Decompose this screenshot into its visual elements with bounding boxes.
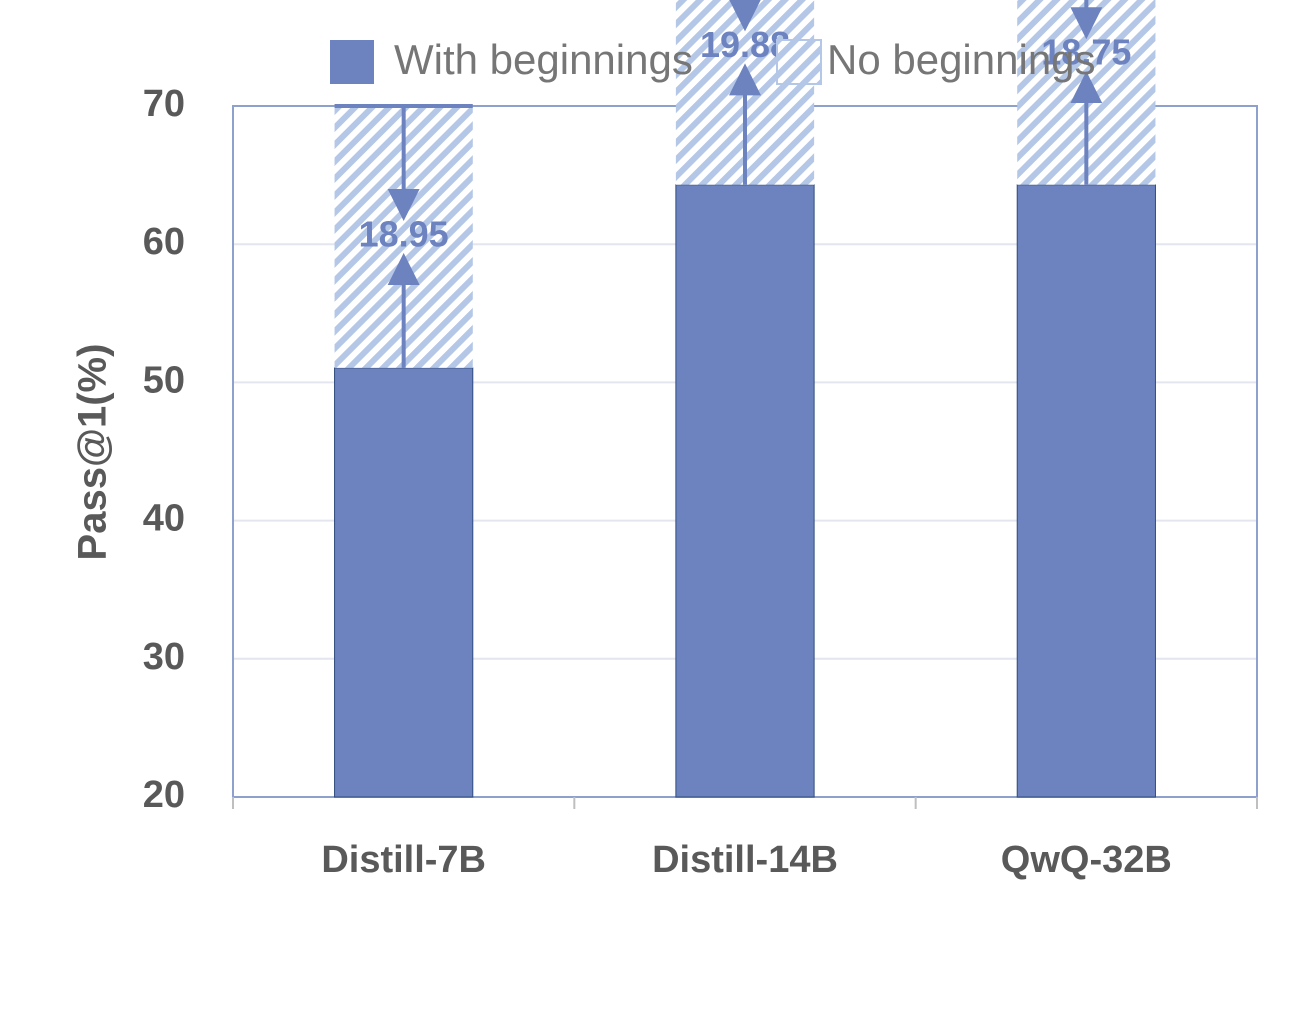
- legend-swatch: [776, 39, 822, 85]
- data-label: 18.95: [359, 213, 449, 254]
- y-tick-label: 40: [143, 498, 185, 540]
- y-tick-label: 70: [143, 83, 185, 125]
- bar-segment: [675, 184, 815, 798]
- x-tick-label: QwQ-32B: [1001, 839, 1172, 881]
- y-tick-label: 60: [143, 221, 185, 263]
- y-tick-label: 30: [143, 636, 185, 678]
- x-tick-label: Distill-14B: [652, 839, 838, 881]
- x-tick-label: Distill-7B: [321, 839, 486, 881]
- data-label: 19.88: [700, 24, 790, 65]
- y-tick-label: 20: [143, 774, 185, 816]
- bar-segment: [334, 367, 474, 798]
- legend-label: No beginnings: [827, 36, 1096, 83]
- bar-segment: [1016, 184, 1156, 798]
- y-tick-label: 50: [143, 359, 185, 401]
- data-label: 18.75: [1041, 32, 1131, 73]
- legend-swatch: [330, 40, 374, 84]
- y-axis-label: Pass@1(%): [71, 344, 115, 561]
- legend-label: With beginnings: [394, 36, 693, 83]
